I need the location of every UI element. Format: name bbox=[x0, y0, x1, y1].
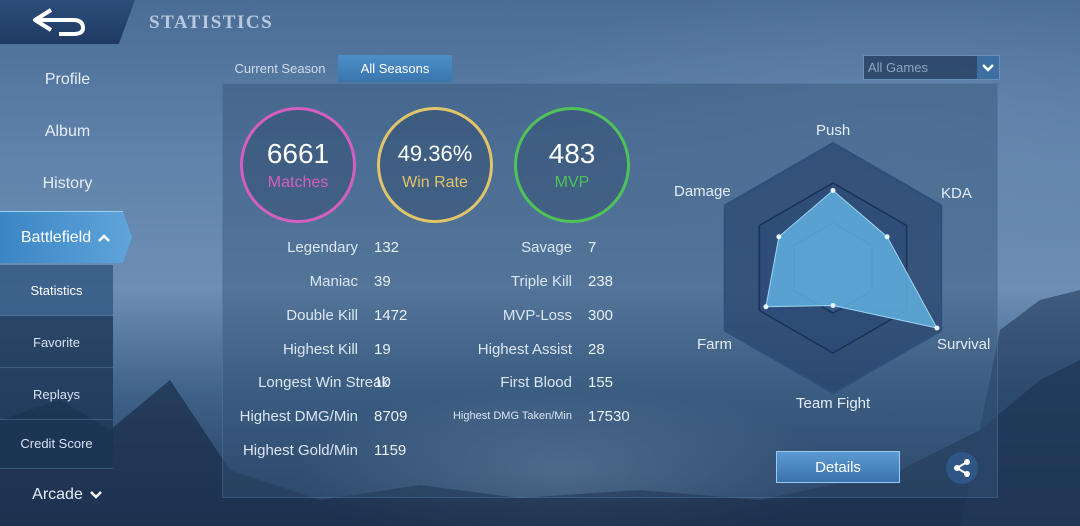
back-button[interactable] bbox=[0, 0, 135, 44]
stat-value: 39 bbox=[374, 273, 391, 290]
chevron-down-icon bbox=[89, 491, 102, 499]
sidebar-item-label: Arcade bbox=[32, 486, 83, 503]
stat-value: 17530 bbox=[588, 408, 630, 425]
sidebar-item-label: Battlefield bbox=[20, 228, 92, 246]
stat-value: 19 bbox=[374, 341, 391, 358]
sidebar-subitem-credit-score[interactable]: Credit Score bbox=[0, 418, 113, 469]
stat-label: Highest Assist bbox=[477, 341, 572, 358]
sidebar-item-arcade[interactable]: Arcade bbox=[0, 486, 135, 504]
sidebar-subitem-label: Statistics bbox=[30, 282, 83, 298]
page-title: STATISTICS bbox=[149, 12, 274, 33]
matches-circle: 6661 Matches bbox=[240, 107, 356, 223]
back-arrow-icon bbox=[32, 8, 85, 36]
win-rate-value: 49.36% bbox=[397, 141, 473, 166]
stat-label: Legendary bbox=[287, 239, 358, 256]
stat-label: Highest DMG/Min bbox=[239, 408, 358, 425]
radar-label-team-fight: Team Fight bbox=[796, 395, 871, 412]
stat-value: 155 bbox=[588, 374, 614, 391]
win-rate-label: Win Rate bbox=[402, 174, 468, 191]
sidebar-submenu: Statistics Favorite Replays Credit Score bbox=[0, 265, 113, 470]
matches-label: Matches bbox=[267, 174, 329, 191]
radar-label-damage: Damage bbox=[674, 183, 731, 200]
stat-value: 300 bbox=[588, 307, 614, 324]
sidebar-subitem-statistics[interactable]: Statistics bbox=[0, 265, 113, 316]
mvp-value: 483 bbox=[548, 138, 596, 169]
share-button[interactable] bbox=[946, 452, 978, 484]
stat-label: MVP-Loss bbox=[502, 307, 572, 324]
stat-value: 238 bbox=[588, 273, 614, 290]
dropdown-value: All Games bbox=[868, 60, 928, 75]
mvp-circle: 483 MVP bbox=[514, 107, 630, 223]
stat-value: 7 bbox=[588, 239, 597, 256]
stat-label: Highest Gold/Min bbox=[242, 442, 358, 459]
stat-value: 10 bbox=[374, 374, 391, 391]
stat-label: Savage bbox=[521, 239, 572, 256]
sidebar-subitem-replays[interactable]: Replays bbox=[0, 369, 113, 420]
radar-label-push: Push bbox=[816, 122, 851, 139]
tab-all-seasons[interactable]: All Seasons bbox=[338, 55, 452, 82]
sidebar-subitem-favorite[interactable]: Favorite bbox=[0, 317, 113, 368]
stat-label: Longest Win Streak bbox=[258, 374, 389, 391]
chevron-up-icon bbox=[98, 233, 111, 242]
mvp-label: MVP bbox=[554, 174, 590, 191]
stat-value: 28 bbox=[588, 341, 605, 358]
win-rate-circle: 49.36% Win Rate bbox=[377, 107, 493, 223]
details-button[interactable]: Details bbox=[776, 451, 900, 483]
radar-label-survival: Survival bbox=[937, 336, 991, 353]
sidebar-item-history[interactable]: History bbox=[42, 175, 93, 192]
matches-value: 6661 bbox=[266, 138, 330, 169]
stat-label: Triple Kill bbox=[510, 273, 572, 290]
chevron-down-icon bbox=[977, 56, 999, 79]
game-mode-dropdown[interactable]: All Games bbox=[863, 55, 1000, 80]
radar-label-farm: Farm bbox=[697, 336, 732, 353]
stat-label: Maniac bbox=[309, 273, 358, 290]
sidebar-item-album[interactable]: Album bbox=[44, 123, 91, 140]
stat-value: 132 bbox=[374, 239, 400, 256]
stat-label: Highest DMG Taken/Min bbox=[452, 410, 572, 422]
stat-value: 1472 bbox=[374, 307, 408, 324]
radar-label-kda: KDA bbox=[941, 185, 972, 202]
stat-label: First Blood bbox=[500, 374, 572, 391]
stat-label: Double Kill bbox=[286, 307, 358, 324]
sidebar-item-profile[interactable]: Profile bbox=[44, 71, 91, 88]
share-icon bbox=[954, 459, 970, 477]
stat-value: 8709 bbox=[374, 408, 408, 425]
stat-label: Highest Kill bbox=[282, 341, 358, 358]
sidebar-item-battlefield[interactable]: Battlefield bbox=[0, 211, 132, 263]
tab-current-season[interactable]: Current Season bbox=[234, 61, 326, 76]
stat-value: 1159 bbox=[374, 442, 407, 459]
